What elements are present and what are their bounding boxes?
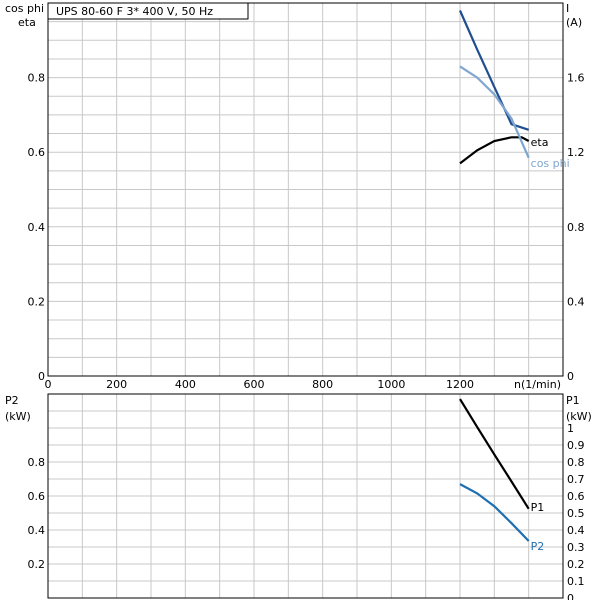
x-tick-label: 400 — [175, 378, 196, 391]
bottom-left-tick-label: 0.8 — [28, 456, 46, 469]
bottom-right-axis-label-1: P1 — [566, 394, 580, 407]
bottom-right-axis-label-2: (kW) — [566, 410, 592, 423]
bottom-right-tick-label: 1 — [567, 422, 574, 435]
top-right-tick-label: 1.6 — [567, 72, 585, 85]
bottom-left-axis: 0.2 0.4 0.6 0.8 — [28, 456, 46, 571]
x-tick-label: 0 — [45, 378, 52, 391]
bottom-right-tick-label: 0.7 — [567, 473, 585, 486]
top-right-tick-label: 1.2 — [567, 146, 585, 159]
top-panel-grid — [48, 3, 563, 376]
top-left-tick-label: 0.4 — [28, 221, 46, 234]
top-x-axis: 0 200 400 600 800 1000 1200 — [45, 378, 475, 391]
x-tick-label: 1000 — [377, 378, 405, 391]
bottom-right-tick-label: 0.3 — [567, 541, 585, 554]
top-series-group: eta cos phi — [458, 10, 570, 170]
top-series-line-1 — [459, 136, 530, 165]
top-left-tick-label: 0 — [38, 370, 45, 383]
top-right-tick-label: 0.4 — [567, 295, 585, 308]
chart-title: UPS 80-60 F 3* 400 V, 50 Hz — [56, 5, 213, 18]
bottom-right-axis: 0 0.1 0.2 0.3 0.4 0.5 0.6 0.7 0.8 0.9 1 — [567, 422, 585, 600]
top-series-line-0 — [458, 10, 530, 131]
bottom-right-tick-label: 0.5 — [567, 507, 585, 520]
bottom-right-tick-label: 0.2 — [567, 558, 585, 571]
top-left-tick-label: 0.6 — [28, 146, 46, 159]
top-right-axis: 0 0.4 0.8 1.2 1.6 — [567, 72, 585, 383]
bottom-panel-frame — [47, 393, 564, 599]
top-series-line-2 — [459, 65, 530, 159]
x-axis-label: n(1/min) — [514, 378, 561, 391]
bottom-right-tick-label: 0.9 — [567, 439, 585, 452]
top-left-axis: 0 0.2 0.4 0.6 0.8 — [28, 72, 46, 383]
x-tick-label: 800 — [312, 378, 333, 391]
x-tick-label: 200 — [106, 378, 127, 391]
series-label-P2: P2 — [531, 540, 545, 553]
bottom-series-line-0 — [459, 398, 530, 510]
top-right-axis-label-1: I — [566, 2, 569, 15]
bottom-left-tick-label: 0.6 — [28, 490, 46, 503]
title-box — [47, 2, 249, 20]
top-panel-frame — [47, 2, 564, 377]
top-left-tick-label: 0.2 — [28, 295, 46, 308]
bottom-left-axis-label-2: (kW) — [5, 410, 31, 423]
bottom-series-group: P1 P2 — [459, 398, 545, 553]
bottom-right-tick-label: 0.1 — [567, 575, 585, 588]
x-tick-label: 600 — [244, 378, 265, 391]
top-left-axis-label-2: eta — [18, 16, 36, 29]
top-right-tick-label: 0 — [567, 370, 574, 383]
series-label-eta: eta — [531, 136, 549, 149]
x-tick-label: 1200 — [446, 378, 474, 391]
series-label-P1: P1 — [531, 501, 545, 514]
bottom-panel-grid — [48, 394, 563, 598]
top-left-axis-label-1: cos phi — [5, 2, 44, 15]
bottom-left-axis-label-1: P2 — [5, 394, 19, 407]
series-label-cos-phi: cos phi — [531, 157, 570, 170]
bottom-right-tick-label: 0 — [567, 592, 574, 600]
bottom-right-tick-label: 0.8 — [567, 456, 585, 469]
bottom-series-line-1 — [459, 483, 530, 542]
bottom-left-tick-label: 0.4 — [28, 524, 46, 537]
top-right-tick-label: 0.8 — [567, 221, 585, 234]
top-right-axis-label-2: (A) — [566, 16, 582, 29]
top-left-tick-label: 0.8 — [28, 72, 46, 85]
bottom-left-tick-label: 0.2 — [28, 558, 46, 571]
bottom-right-tick-label: 0.6 — [567, 490, 585, 503]
bottom-right-tick-label: 0.4 — [567, 524, 585, 537]
